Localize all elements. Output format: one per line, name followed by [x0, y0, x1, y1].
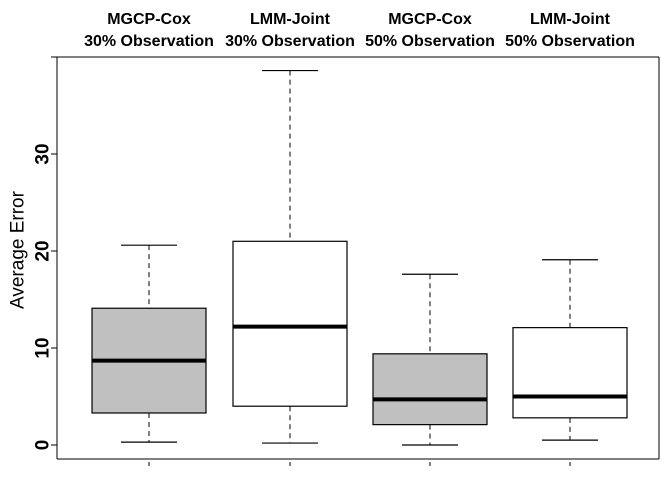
- y-tick-label: 20: [33, 240, 54, 261]
- category-label: MGCP-Cox: [107, 11, 191, 28]
- category-label: 50% Observation: [505, 33, 635, 50]
- category-label: MGCP-Cox: [388, 11, 472, 28]
- category-label: LMM-Joint: [250, 11, 331, 28]
- y-tick-label: 30: [33, 143, 54, 164]
- y-tick-label: 10: [33, 337, 54, 358]
- category-label: LMM-Joint: [530, 11, 611, 28]
- box-iqr: [512, 327, 628, 419]
- box-iqr: [372, 353, 488, 426]
- category-label: 50% Observation: [365, 33, 495, 50]
- y-axis-title: Average Error: [8, 190, 29, 309]
- box-iqr: [232, 240, 348, 407]
- category-label: 30% Observation: [225, 33, 355, 50]
- y-tick-label: 0: [33, 440, 54, 451]
- category-label: 30% Observation: [84, 33, 214, 50]
